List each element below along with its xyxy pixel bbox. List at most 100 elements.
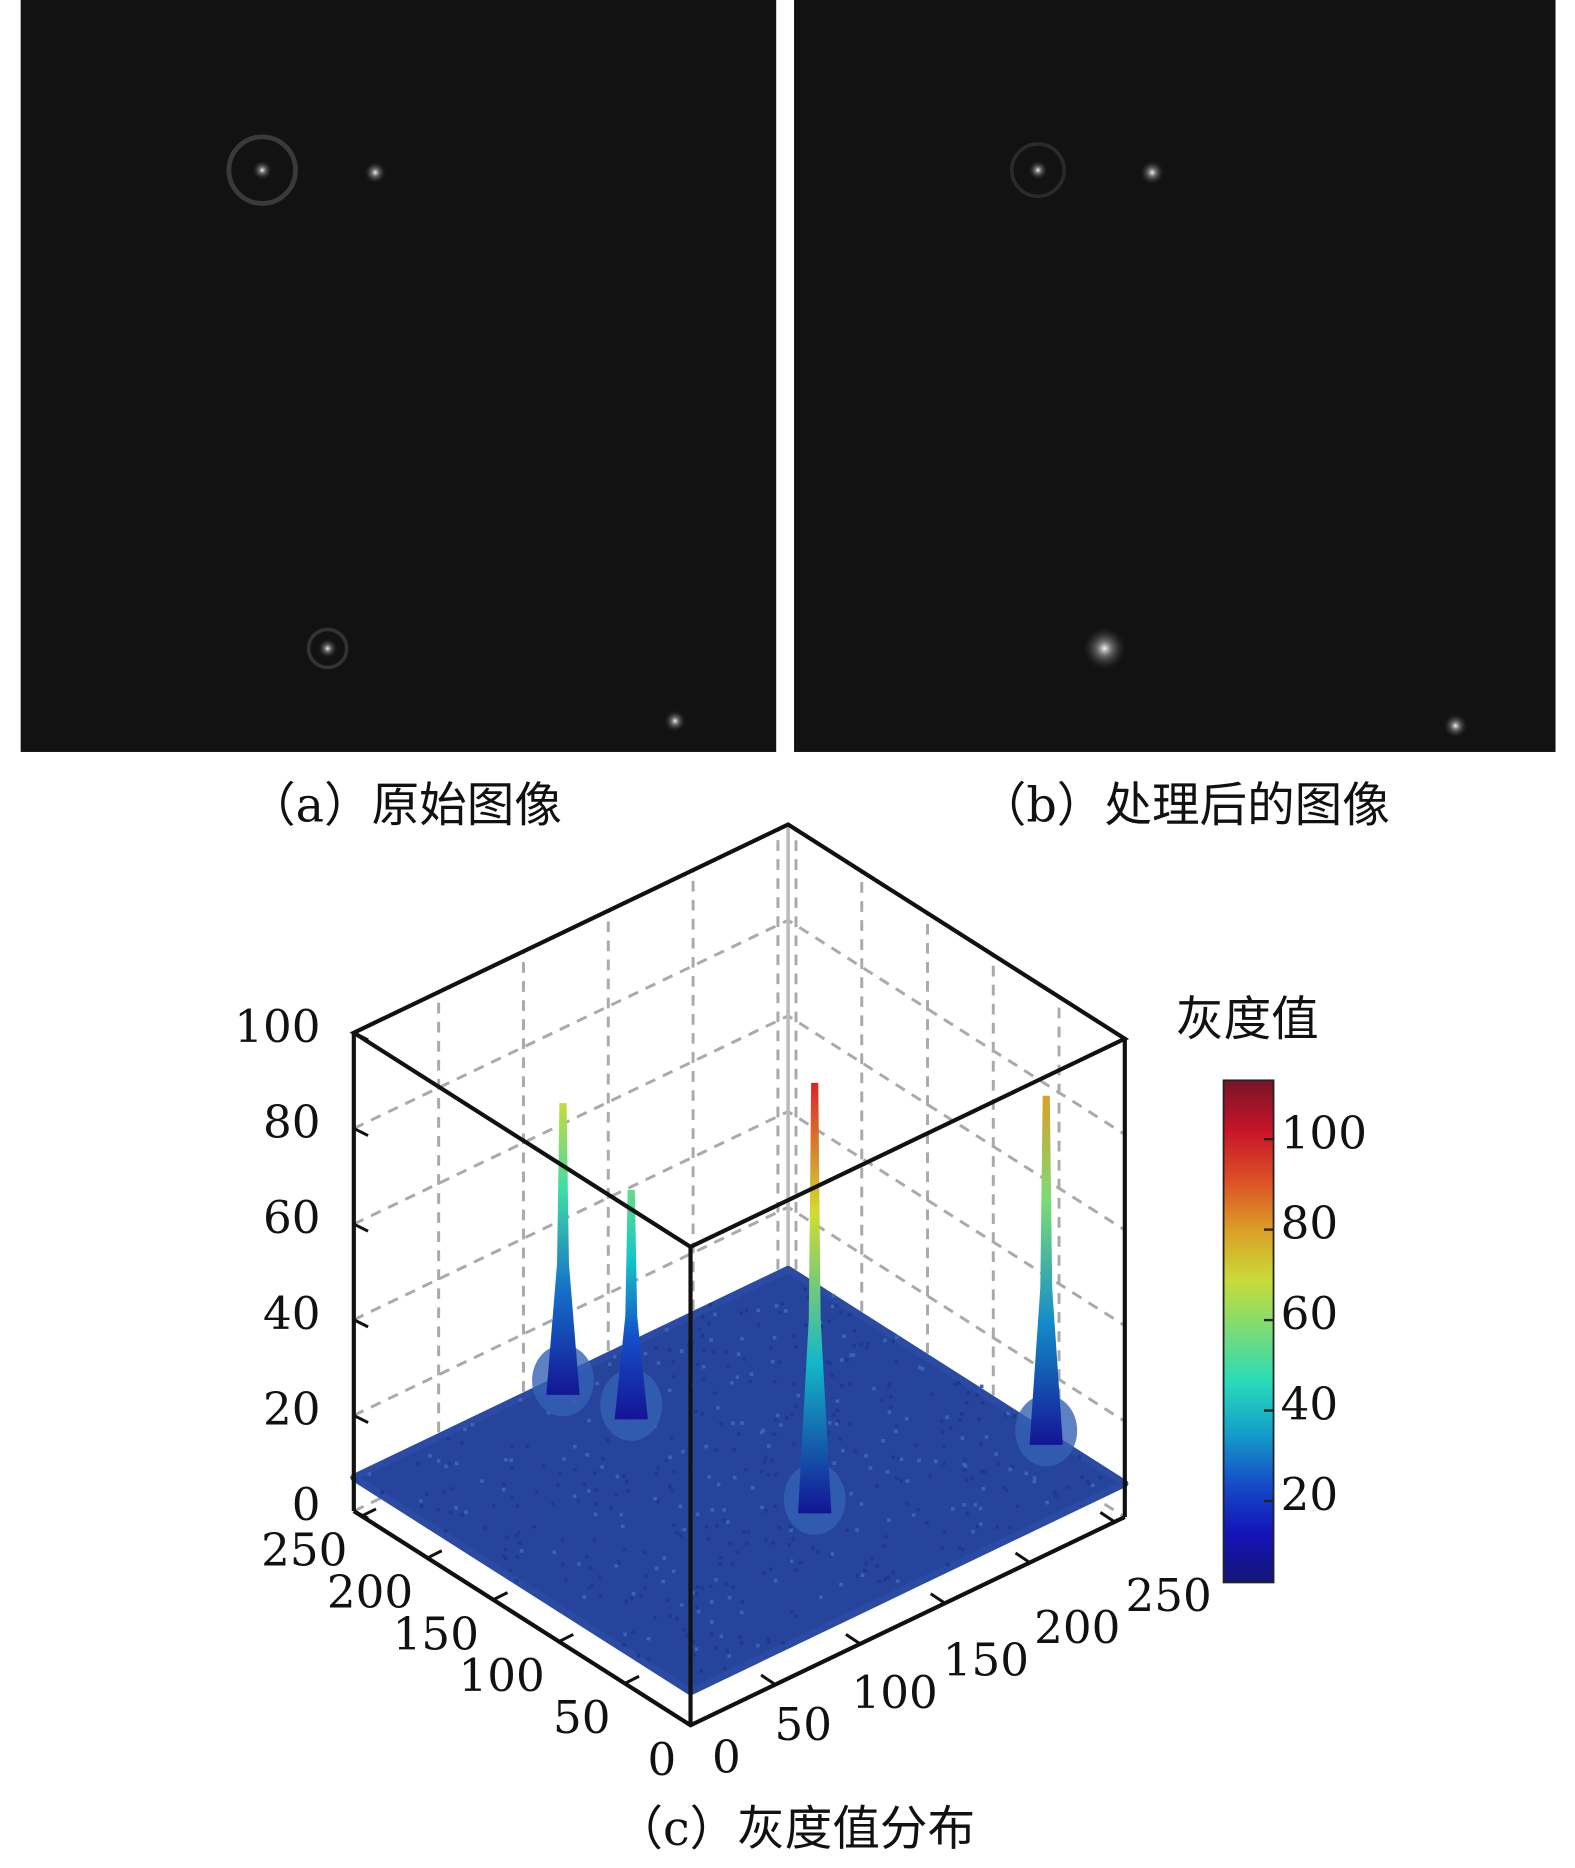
- speckle: [607, 1362, 612, 1366]
- speckle: [855, 1528, 859, 1532]
- speckle: [767, 1444, 771, 1448]
- speckle: [515, 1504, 520, 1508]
- speckle: [491, 1503, 496, 1508]
- speckle: [884, 1535, 888, 1539]
- star: [1443, 713, 1468, 738]
- speckle: [674, 1616, 679, 1621]
- speckle: [756, 1322, 761, 1327]
- speckle: [1054, 1494, 1058, 1498]
- processed-image: [794, 0, 1556, 752]
- speckle: [708, 1303, 713, 1307]
- speckle: [728, 1541, 732, 1545]
- speckle: [582, 1595, 586, 1599]
- speckle: [646, 1657, 651, 1662]
- speckle: [984, 1435, 989, 1439]
- speckle: [949, 1426, 953, 1431]
- speckle: [667, 1614, 672, 1618]
- speckle: [682, 1627, 686, 1632]
- speckle: [804, 1323, 808, 1328]
- speckle: [668, 1455, 672, 1460]
- speckle: [791, 1537, 796, 1542]
- speckle: [516, 1531, 521, 1535]
- speckle: [1024, 1471, 1029, 1476]
- speckle: [979, 1384, 984, 1389]
- x-tick-label: 50: [775, 1698, 833, 1751]
- speckle: [830, 1552, 835, 1556]
- y-tick-label: 100: [458, 1649, 544, 1702]
- surface-floor: [350, 1265, 1129, 1696]
- speckle: [709, 1338, 713, 1342]
- x-tick-label: 0: [712, 1730, 741, 1783]
- speckle: [960, 1436, 965, 1440]
- speckle: [787, 1542, 791, 1547]
- peak: [798, 1082, 832, 1514]
- speckle: [700, 1333, 705, 1338]
- speckle: [742, 1530, 747, 1535]
- peak: [614, 1189, 648, 1420]
- speckle: [1032, 1479, 1037, 1484]
- speckle: [879, 1399, 884, 1403]
- speckle: [551, 1501, 555, 1506]
- speckle: [1085, 1481, 1090, 1485]
- speckle: [670, 1489, 674, 1493]
- speckle: [518, 1398, 523, 1402]
- speckle: [654, 1346, 659, 1351]
- speckle: [614, 1563, 619, 1568]
- speckle: [709, 1632, 714, 1637]
- speckle: [911, 1513, 916, 1517]
- speckle: [794, 1404, 798, 1409]
- speckle: [535, 1490, 539, 1495]
- star: [664, 710, 686, 732]
- speckle: [941, 1430, 945, 1435]
- star: [1028, 160, 1048, 180]
- speckle: [905, 1479, 910, 1483]
- speckle: [691, 1640, 696, 1644]
- speckle: [996, 1463, 1001, 1467]
- speckle: [693, 1409, 698, 1414]
- speckle: [643, 1586, 647, 1590]
- speckle: [848, 1382, 852, 1386]
- speckle: [1004, 1488, 1009, 1493]
- speckle: [888, 1394, 893, 1399]
- speckle: [702, 1348, 707, 1352]
- speckle: [656, 1361, 661, 1365]
- speckle: [460, 1441, 464, 1446]
- speckle: [582, 1483, 587, 1487]
- speckle: [841, 1448, 845, 1453]
- speckle: [1032, 1476, 1037, 1480]
- caption-c: （c）灰度值分布: [615, 1802, 975, 1857]
- speckle: [744, 1541, 749, 1546]
- speckle: [766, 1472, 771, 1477]
- speckle: [713, 1312, 717, 1317]
- speckle: [798, 1560, 803, 1565]
- speckle: [722, 1508, 726, 1512]
- original-image: [20, 0, 777, 752]
- speckle: [925, 1521, 929, 1525]
- speckle: [764, 1538, 768, 1542]
- speckle: [718, 1421, 723, 1426]
- speckle: [665, 1598, 670, 1603]
- speckle: [594, 1502, 599, 1506]
- speckle: [562, 1457, 566, 1461]
- speckle: [552, 1550, 557, 1555]
- speckle: [709, 1600, 714, 1604]
- speckle: [653, 1496, 657, 1501]
- speckle: [975, 1525, 980, 1529]
- speckle: [959, 1412, 964, 1416]
- speckle: [914, 1443, 918, 1448]
- speckle: [769, 1567, 773, 1571]
- box-top: [349, 822, 1130, 1250]
- speckle: [981, 1487, 986, 1491]
- speckle: [760, 1505, 764, 1510]
- speckle: [669, 1436, 673, 1440]
- speckle: [966, 1391, 970, 1395]
- speckle: [875, 1564, 879, 1568]
- speckle: [442, 1490, 446, 1494]
- speckle: [606, 1438, 610, 1442]
- x-tick: [760, 1673, 777, 1686]
- speckle: [842, 1334, 846, 1339]
- speckle: [710, 1508, 715, 1512]
- speckle: [656, 1466, 660, 1471]
- speckle: [700, 1412, 705, 1416]
- speckle: [599, 1594, 603, 1598]
